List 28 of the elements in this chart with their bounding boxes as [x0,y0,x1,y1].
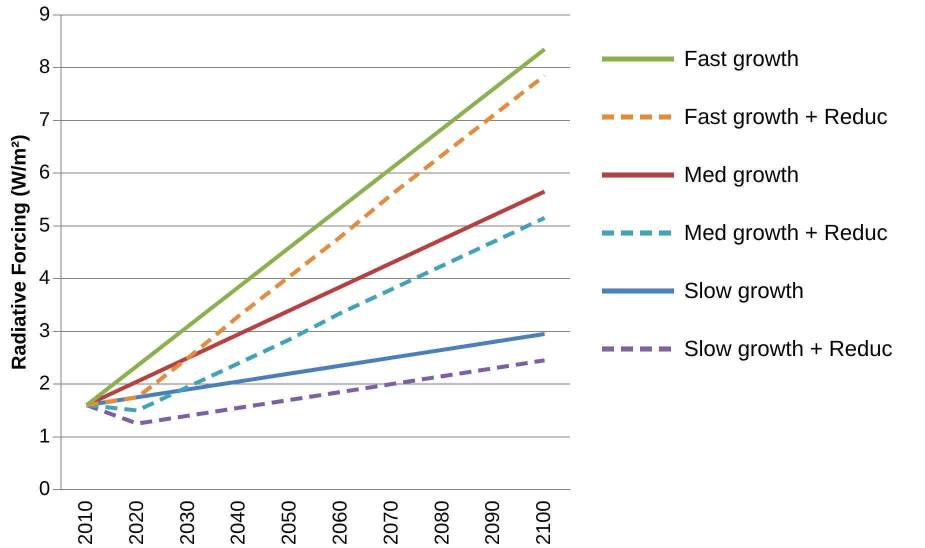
x-tick-label: 2010 [75,500,98,546]
y-tick-label: 1 [39,425,50,448]
legend-label: Slow growth [684,278,804,304]
x-tick-label: 2020 [126,500,148,546]
legend-label: Slow growth + Reduc [684,336,892,362]
y-axis-title: Radiative Forcing (W/m²) [8,134,31,370]
x-tick-label: 2100 [533,500,556,546]
x-tick-label: 2070 [380,500,402,546]
y-tick-label: 0 [39,478,50,500]
y-tick-label: 2 [39,372,50,395]
legend-label: Med growth [684,162,799,188]
y-tick-label: 4 [39,267,50,290]
y-tick-label: 5 [39,214,50,236]
x-tick-label: 2080 [431,500,454,546]
legend-label: Fast growth [684,46,799,72]
x-tick-label: 2060 [330,500,352,546]
y-tick-label: 7 [39,108,50,131]
legend-label: Fast growth + Reduc [684,104,888,130]
x-tick-label: 2030 [176,500,199,546]
y-tick-label: 8 [39,56,50,78]
line-series [84,358,547,426]
x-tick-label: 2050 [278,500,301,546]
y-tick-label: 6 [39,162,50,184]
legend-label: Med growth + Reduc [684,220,888,246]
x-tick-label: 2090 [482,500,504,546]
y-tick-label: 3 [39,320,50,342]
y-tick-label: 9 [39,4,50,26]
x-tick-label: 2040 [228,500,250,546]
